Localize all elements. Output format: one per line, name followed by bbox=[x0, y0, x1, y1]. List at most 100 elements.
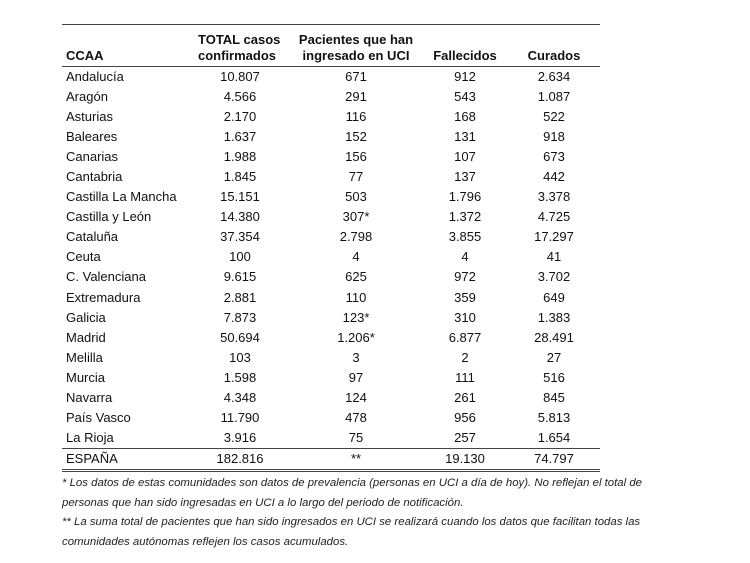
cell-fallecidos: 2 bbox=[461, 349, 469, 365]
header-uci-line2: ingresado en UCI bbox=[302, 47, 410, 63]
cell-uci: 110 bbox=[345, 289, 367, 305]
table-row: Canarias 1.988 156 107 673 bbox=[62, 147, 600, 167]
table-row: Galicia 7.873 123* 310 1.383 bbox=[62, 308, 600, 328]
cell-curados: 28.491 bbox=[534, 329, 574, 345]
cell-ccaa: Aragón bbox=[66, 88, 108, 104]
cell-fallecidos: 359 bbox=[454, 289, 476, 305]
table-row: Castilla y León 14.380 307* 1.372 4.725 bbox=[62, 207, 600, 227]
cell-total: 1.637 bbox=[223, 128, 257, 144]
cell-ccaa: Extremadura bbox=[66, 289, 141, 305]
table-header: CCAA TOTAL casos confirmados Pacientes q… bbox=[62, 28, 600, 67]
cell-fallecidos: 1.372 bbox=[448, 209, 482, 225]
cell-fallecidos: 3.855 bbox=[448, 229, 482, 245]
cell-fallecidos: 261 bbox=[454, 390, 476, 406]
cell-uci: 156 bbox=[345, 148, 367, 164]
header-uci: Pacientes que han ingresado en UCI bbox=[290, 28, 422, 67]
cell-uci: 478 bbox=[345, 410, 367, 426]
cell-uci: 116 bbox=[345, 108, 367, 124]
cell-fallecidos: 310 bbox=[454, 309, 476, 325]
total-fallecidos: 19.130 bbox=[422, 448, 508, 473]
cell-total: 1.845 bbox=[223, 169, 257, 185]
cell-fallecidos: 543 bbox=[454, 88, 476, 104]
cell-uci: 671 bbox=[345, 68, 367, 84]
cell-uci: 1.206* bbox=[337, 329, 375, 345]
table-row: Andalucía 10.807 671 912 2.634 bbox=[62, 66, 600, 87]
cell-curados: 5.813 bbox=[537, 410, 571, 426]
cell-ccaa: Asturias bbox=[66, 108, 113, 124]
cell-uci: 77 bbox=[348, 169, 364, 185]
cell-ccaa: Ceuta bbox=[66, 249, 101, 265]
cell-total: 9.615 bbox=[223, 269, 257, 285]
cell-ccaa: Castilla La Mancha bbox=[66, 189, 177, 205]
cell-fallecidos: 4 bbox=[461, 249, 469, 265]
footnote-1: * Los datos de estas comunidades son dat… bbox=[62, 477, 643, 509]
cell-uci: 3 bbox=[352, 349, 360, 365]
cell-total: 3.916 bbox=[223, 430, 257, 446]
cell-curados: 845 bbox=[543, 390, 565, 406]
cell-total: 7.873 bbox=[223, 309, 257, 325]
cell-uci: 97 bbox=[348, 369, 364, 385]
cell-curados: 649 bbox=[543, 289, 565, 305]
cell-total: 2.881 bbox=[223, 289, 257, 305]
cell-fallecidos: 131 bbox=[454, 128, 476, 144]
cell-uci: 2.798 bbox=[339, 229, 373, 245]
cell-ccaa: Cataluña bbox=[66, 229, 119, 245]
cell-total: 14.380 bbox=[220, 209, 260, 225]
total-row: ESPAÑA 182.816 ** 19.130 74.797 bbox=[62, 448, 600, 473]
total-curados: 74.797 bbox=[508, 448, 600, 473]
cell-curados: 41 bbox=[546, 249, 562, 265]
cell-uci: 307* bbox=[342, 209, 370, 225]
cell-fallecidos: 257 bbox=[454, 430, 476, 446]
header-curados: Curados bbox=[508, 28, 600, 67]
table-row: C. Valenciana 9.615 625 972 3.702 bbox=[62, 267, 600, 287]
cell-fallecidos: 137 bbox=[454, 169, 476, 185]
cell-total: 1.988 bbox=[223, 148, 257, 164]
header-total: TOTAL casos confirmados bbox=[190, 28, 290, 67]
cell-ccaa: Madrid bbox=[66, 329, 106, 345]
header-total-line2: confirmados bbox=[198, 47, 277, 63]
footnotes: * Los datos de estas comunidades son dat… bbox=[62, 474, 662, 552]
cell-ccaa: Andalucía bbox=[66, 68, 124, 84]
cell-fallecidos: 168 bbox=[454, 108, 476, 124]
cell-curados: 1.087 bbox=[537, 88, 571, 104]
cell-curados: 17.297 bbox=[534, 229, 574, 245]
cell-fallecidos: 956 bbox=[454, 410, 476, 426]
cell-total: 103 bbox=[229, 349, 251, 365]
table-row: Castilla La Mancha 15.151 503 1.796 3.378 bbox=[62, 187, 600, 207]
cell-curados: 27 bbox=[546, 349, 562, 365]
cell-total: 15.151 bbox=[220, 189, 260, 205]
cell-fallecidos: 107 bbox=[454, 148, 476, 164]
cell-ccaa: Galicia bbox=[66, 309, 106, 325]
cell-fallecidos: 6.877 bbox=[448, 329, 482, 345]
cell-ccaa: Navarra bbox=[66, 390, 113, 406]
cell-ccaa: La Rioja bbox=[66, 430, 114, 446]
table-row: Murcia 1.598 97 111 516 bbox=[62, 368, 600, 388]
cell-fallecidos: 1.796 bbox=[448, 189, 482, 205]
total-ccaa: ESPAÑA bbox=[62, 448, 190, 473]
table-total: ESPAÑA 182.816 ** 19.130 74.797 bbox=[62, 448, 600, 473]
table-row: Extremadura 2.881 110 359 649 bbox=[62, 288, 600, 308]
table-row: Cantabria 1.845 77 137 442 bbox=[62, 167, 600, 187]
cell-total: 100 bbox=[229, 249, 251, 265]
table-row: Asturias 2.170 116 168 522 bbox=[62, 107, 600, 127]
total-uci: ** bbox=[290, 448, 422, 473]
cell-curados: 673 bbox=[543, 148, 565, 164]
table-row: Melilla 103 3 2 27 bbox=[62, 348, 600, 368]
cell-uci: 152 bbox=[345, 128, 367, 144]
cell-total: 11.790 bbox=[220, 410, 260, 426]
cell-uci: 291 bbox=[345, 88, 367, 104]
cell-curados: 4.725 bbox=[537, 209, 571, 225]
cell-uci: 625 bbox=[345, 269, 367, 285]
table-row: La Rioja 3.916 75 257 1.654 bbox=[62, 428, 600, 449]
table-row: Navarra 4.348 124 261 845 bbox=[62, 388, 600, 408]
covid-table: CCAA TOTAL casos confirmados Pacientes q… bbox=[62, 28, 600, 473]
cell-uci: 75 bbox=[348, 430, 364, 446]
cell-uci: 503 bbox=[345, 189, 367, 205]
cell-total: 1.598 bbox=[223, 369, 257, 385]
header-total-line1: TOTAL casos bbox=[198, 31, 281, 47]
header-ccaa: CCAA bbox=[62, 28, 190, 67]
cell-total: 37.354 bbox=[220, 229, 260, 245]
cell-fallecidos: 912 bbox=[454, 68, 476, 84]
cell-curados: 442 bbox=[543, 169, 565, 185]
cell-total: 2.170 bbox=[223, 108, 257, 124]
